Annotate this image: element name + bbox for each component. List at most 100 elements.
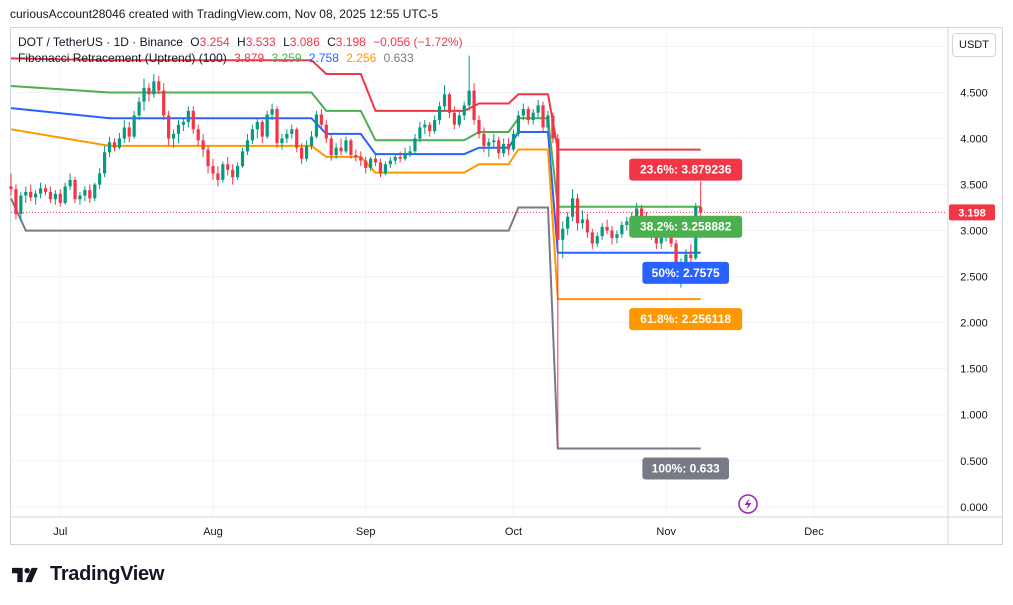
candle[interactable]	[334, 143, 338, 159]
candle[interactable]	[393, 153, 397, 165]
candle[interactable]	[48, 186, 53, 203]
fib-label[interactable]: 61.8%: 2.256118	[629, 308, 743, 331]
candle[interactable]	[112, 138, 117, 152]
candle[interactable]	[378, 158, 383, 178]
candle[interactable]	[231, 164, 235, 185]
alert-icon[interactable]	[738, 494, 758, 514]
candle[interactable]	[551, 112, 555, 144]
candle[interactable]	[240, 147, 245, 168]
candle[interactable]	[521, 103, 525, 121]
candle[interactable]	[575, 193, 580, 231]
time-axis[interactable]: Jul Aug Sep Oct Nov Dec	[53, 526, 824, 538]
candle[interactable]	[625, 216, 629, 231]
candle[interactable]	[354, 149, 358, 162]
candle[interactable]	[275, 106, 279, 148]
candle[interactable]	[428, 121, 432, 137]
candle[interactable]	[324, 120, 328, 144]
candle[interactable]	[561, 221, 565, 259]
candle[interactable]	[506, 138, 511, 156]
candle[interactable]	[373, 155, 378, 167]
candle[interactable]	[536, 99, 540, 119]
candle[interactable]	[447, 92, 452, 119]
candle[interactable]	[78, 191, 82, 205]
candle[interactable]	[309, 131, 314, 150]
candle[interactable]	[221, 161, 225, 183]
candle[interactable]	[98, 167, 102, 190]
fib-label[interactable]: 38.2%: 3.258882	[629, 215, 743, 238]
candle[interactable]	[566, 212, 570, 236]
candle[interactable]	[43, 184, 48, 196]
candle[interactable]	[339, 138, 343, 156]
candle[interactable]	[482, 127, 486, 153]
candle[interactable]	[620, 221, 624, 238]
candle[interactable]	[162, 83, 166, 121]
candle[interactable]	[206, 145, 210, 174]
candle[interactable]	[19, 191, 23, 222]
fib-label[interactable]: 23.6%: 3.879236	[629, 158, 743, 181]
candle[interactable]	[502, 138, 506, 157]
fib-label[interactable]: 50%: 2.7575	[642, 261, 729, 284]
candle[interactable]	[117, 132, 121, 150]
candle[interactable]	[526, 106, 530, 125]
candle[interactable]	[531, 109, 535, 125]
candle[interactable]	[497, 136, 501, 159]
candle[interactable]	[171, 129, 176, 148]
candle[interactable]	[211, 158, 215, 180]
candle[interactable]	[605, 219, 609, 235]
candle[interactable]	[413, 133, 417, 154]
candle[interactable]	[408, 145, 412, 157]
candle[interactable]	[216, 166, 220, 187]
candle[interactable]	[191, 106, 195, 134]
candle[interactable]	[176, 120, 181, 144]
candle[interactable]	[270, 103, 274, 121]
candle[interactable]	[152, 74, 156, 98]
candle[interactable]	[319, 109, 323, 130]
candle[interactable]	[329, 133, 333, 161]
candle[interactable]	[132, 110, 136, 139]
candle[interactable]	[285, 129, 289, 144]
candle[interactable]	[142, 78, 146, 111]
candle[interactable]	[418, 121, 422, 143]
candle[interactable]	[53, 190, 57, 205]
candle[interactable]	[102, 145, 107, 178]
candle[interactable]	[88, 184, 92, 203]
candle[interactable]	[398, 151, 402, 163]
indicator-legend[interactable]: Fibonacci Retracement (Uptrend) (100) 3.…	[18, 51, 418, 65]
candle[interactable]	[433, 115, 437, 134]
candle[interactable]	[280, 133, 284, 150]
candle[interactable]	[570, 189, 575, 222]
candle[interactable]	[226, 156, 230, 176]
candle[interactable]	[585, 213, 589, 238]
price-axis[interactable]: 5.0004.5004.0003.5003.0002.5002.0001.500…	[960, 41, 988, 513]
candle[interactable]	[437, 101, 442, 125]
candle[interactable]	[63, 182, 67, 205]
candle[interactable]	[300, 143, 304, 165]
symbol-name[interactable]: DOT / TetherUS · 1D · Binance	[18, 35, 183, 49]
indicator-name[interactable]: Fibonacci Retracement (Uptrend) (100)	[18, 51, 227, 65]
candle[interactable]	[467, 55, 471, 111]
candle[interactable]	[511, 129, 516, 152]
candle[interactable]	[344, 136, 348, 154]
candle[interactable]	[236, 162, 240, 180]
candle[interactable]	[127, 121, 131, 143]
candle[interactable]	[107, 136, 112, 157]
symbol-legend[interactable]: DOT / TetherUS · 1D · Binance O3.254 H3.…	[18, 35, 467, 49]
candle[interactable]	[73, 177, 77, 203]
candle[interactable]	[364, 156, 368, 174]
candle[interactable]	[34, 190, 38, 205]
candle[interactable]	[250, 124, 254, 145]
candle[interactable]	[201, 133, 205, 157]
candle[interactable]	[265, 110, 269, 139]
candle[interactable]	[137, 97, 141, 121]
candle[interactable]	[304, 140, 309, 162]
fib-line-23-6pct[interactable]	[10, 57, 701, 151]
candle[interactable]	[255, 118, 259, 139]
candle[interactable]	[615, 230, 619, 244]
candle[interactable]	[457, 110, 461, 128]
candle[interactable]	[349, 138, 353, 159]
candle[interactable]	[423, 120, 427, 134]
candle[interactable]	[196, 124, 200, 146]
fib-label[interactable]: 100%: 0.633	[642, 457, 729, 480]
candle[interactable]	[260, 120, 264, 144]
